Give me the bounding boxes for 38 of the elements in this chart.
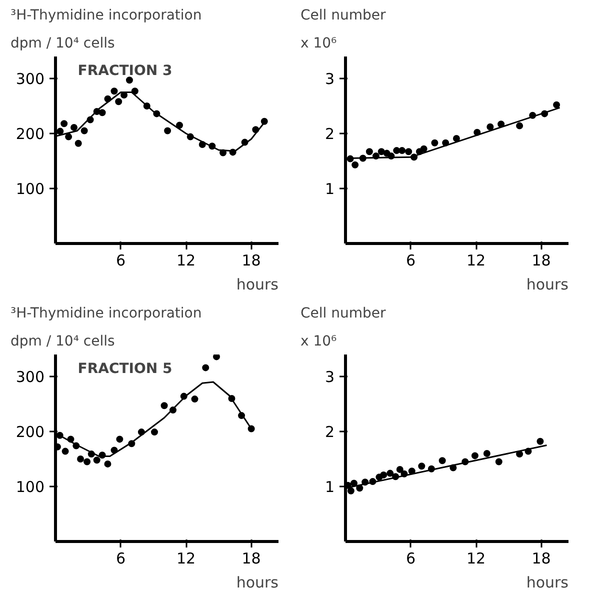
x-tick-label: 18 xyxy=(532,252,551,270)
y-axis-title: x 10⁶ xyxy=(300,36,338,52)
y-tick-label: 1 xyxy=(324,478,335,496)
x-axis-title: hours xyxy=(236,276,279,294)
x-tick-label: 6 xyxy=(116,550,126,568)
chart-title: ³H-Thymidine incorporation xyxy=(10,306,202,322)
chart-title: Cell number xyxy=(300,306,386,322)
y-tick-label: 1 xyxy=(324,180,335,198)
y-tick-label: 2 xyxy=(324,423,335,441)
x-tick-label: 12 xyxy=(176,252,196,270)
annotation: FRACTION 3 xyxy=(78,62,172,79)
y-tick-label: 3 xyxy=(324,70,335,88)
y-axis-title: dpm / 10⁴ cells xyxy=(10,334,115,350)
y-tick-label: 200 xyxy=(16,125,45,143)
x-axis-title: hours xyxy=(236,574,279,592)
x-tick-label: 12 xyxy=(466,252,486,270)
x-tick-label: 6 xyxy=(406,550,416,568)
y-tick-label: 100 xyxy=(16,478,45,496)
y-tick-label: 3 xyxy=(324,368,335,386)
y-axis-title: dpm / 10⁴ cells xyxy=(10,36,115,52)
y-tick-label: 200 xyxy=(16,423,45,441)
chart-title: Cell number xyxy=(300,8,386,24)
x-tick-label: 12 xyxy=(466,550,486,568)
x-axis-title: hours xyxy=(526,276,569,294)
y-tick-label: 2 xyxy=(324,125,335,143)
x-tick-label: 18 xyxy=(242,550,261,568)
x-tick-label: 6 xyxy=(116,252,126,270)
y-tick-label: 100 xyxy=(16,180,45,198)
y-axis-title: x 10⁶ xyxy=(300,334,338,350)
y-tick-label: 300 xyxy=(16,368,45,386)
y-tick-label: 300 xyxy=(16,70,45,88)
annotation: FRACTION 5 xyxy=(78,360,172,377)
x-tick-label: 18 xyxy=(242,252,261,270)
x-axis-title: hours xyxy=(526,574,569,592)
x-tick-label: 6 xyxy=(406,252,416,270)
x-tick-label: 18 xyxy=(532,550,551,568)
x-tick-label: 12 xyxy=(176,550,196,568)
chart-title: ³H-Thymidine incorporation xyxy=(10,8,202,24)
